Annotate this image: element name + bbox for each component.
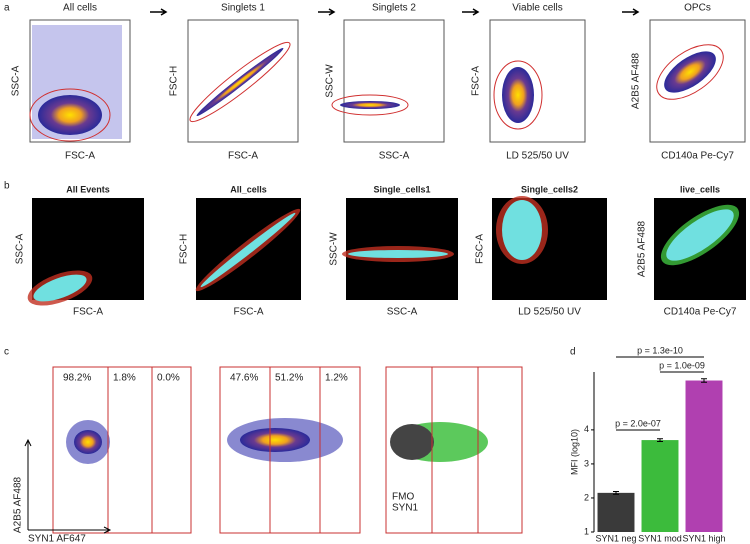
y-tick-label: 1 (584, 526, 589, 536)
error-bar (613, 490, 619, 495)
x-axis-label: FSC-A (65, 151, 95, 162)
y-axis-label: A2B5 AF488 (631, 52, 642, 109)
legend-label: FMO (392, 492, 414, 503)
density-blob (74, 430, 102, 454)
x-axis-label: LD 525/50 UV (518, 307, 581, 318)
gate-percent: 98.2% (63, 373, 91, 384)
gate (189, 41, 291, 123)
plot-frame (52, 366, 192, 534)
x-tick-label: SYN1 high (682, 533, 725, 543)
plot-title: OPCs (684, 3, 711, 14)
plot-frame (649, 19, 746, 143)
density-blob (33, 274, 87, 302)
plot-frame (187, 19, 299, 143)
axis-arrows (24, 438, 112, 534)
gate (656, 44, 724, 100)
x-axis-label: FSC-A (234, 307, 264, 318)
bar (641, 440, 679, 532)
x-axis-label: FSC-A (73, 307, 103, 318)
plot-title: Single_cells1 (373, 184, 430, 194)
arrow (150, 8, 168, 16)
y-tick-label: 4 (584, 424, 589, 434)
y-axis-label: FSC-H (169, 66, 180, 97)
gate-percent: 1.2% (325, 373, 348, 384)
plot-frame (489, 19, 586, 143)
density-blob (664, 51, 716, 93)
y-tick-label: 3 (584, 458, 589, 468)
y-axis-label: A2B5 AF488 (637, 220, 648, 277)
density-blob (666, 209, 734, 261)
gate-percent: 51.2% (275, 373, 303, 384)
y-axis-label: A2B5 AF488 (13, 476, 24, 533)
density-blob (240, 428, 310, 452)
bar (685, 380, 723, 532)
y-axis-label: SSC-A (11, 65, 22, 96)
y-axis-label: MFI (log10) (569, 429, 579, 475)
x-axis-label: LD 525/50 UV (506, 151, 569, 162)
gate-percent: 0.0% (157, 373, 180, 384)
x-tick-label: SYN1 mod (638, 533, 682, 543)
x-axis-label: FSC-A (228, 151, 258, 162)
error-bar (701, 378, 707, 383)
y-axis-label: FSC-H (179, 234, 190, 265)
density-blob (196, 47, 284, 117)
significance-label: p = 1.0e-09 (659, 360, 705, 370)
plot-title: Singlets 2 (372, 3, 416, 14)
y-tick-label: 2 (584, 492, 589, 502)
x-axis-label: CD140a Pe-Cy7 (664, 307, 737, 318)
significance-label: p = 2.0e-07 (615, 418, 661, 428)
plot-title: Viable cells (512, 3, 562, 14)
plot-title: All cells (63, 3, 97, 14)
y-axis-label: SSC-A (15, 233, 26, 264)
plot-frame (343, 19, 445, 143)
error-bar (657, 438, 663, 442)
density-blob (200, 212, 296, 288)
density-blob (348, 250, 448, 258)
y-axis-label: SSC-W (329, 232, 340, 266)
density-blob (502, 67, 534, 123)
plot-title: Singlets 1 (221, 3, 265, 14)
x-tick-label: SYN1 neg (595, 533, 636, 543)
x-axis-label: SSC-A (379, 151, 410, 162)
density-blob (38, 95, 102, 135)
x-axis-label: CD140a Pe-Cy7 (661, 151, 734, 162)
plot-title: All Events (66, 184, 110, 194)
y-axis-label: FSC-A (475, 234, 486, 264)
y-axis-label: SSC-W (325, 64, 336, 98)
plot-frame (29, 19, 131, 143)
panel-label: d (570, 347, 576, 358)
y-axis-label: FSC-A (471, 66, 482, 96)
plot-title: All_cells (230, 184, 267, 194)
plot-frame (385, 366, 523, 534)
arrow (462, 8, 480, 16)
significance-label: p = 1.3e-10 (637, 345, 683, 355)
legend-label: SYN1 (392, 503, 419, 514)
plot-title: live_cells (680, 184, 720, 194)
gate (493, 60, 543, 130)
gate (331, 94, 409, 116)
panel-label: a (4, 3, 10, 14)
bar (597, 492, 635, 532)
gate (29, 88, 111, 142)
x-axis-label: SSC-A (387, 307, 418, 318)
panel-label: b (4, 181, 10, 192)
density-blob (340, 101, 400, 109)
arrow (622, 8, 640, 16)
gate-percent: 47.6% (230, 373, 258, 384)
scatter-cloud (390, 424, 434, 460)
arrow (318, 8, 336, 16)
plot-title: Single_cells2 (521, 184, 578, 194)
gate-percent: 1.8% (113, 373, 136, 384)
panel-label: c (4, 347, 9, 358)
x-axis-label: SYN1 AF647 (28, 534, 86, 544)
plot-frame (219, 366, 361, 534)
density-blob (502, 200, 542, 260)
